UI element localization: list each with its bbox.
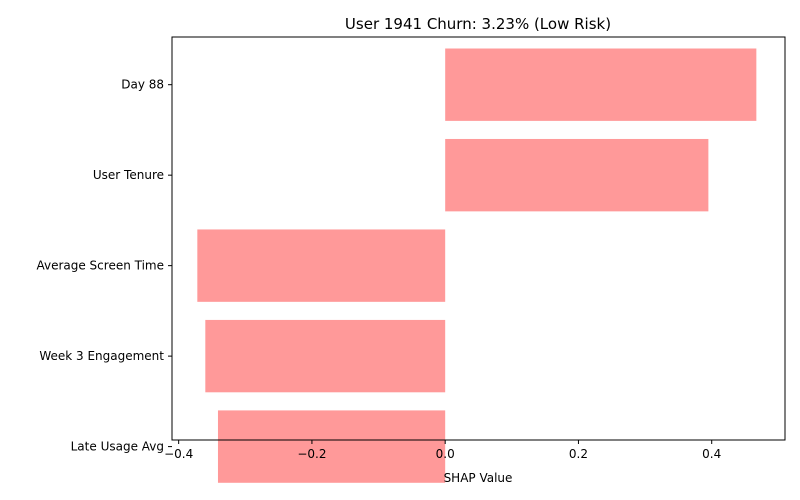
x-tick-label: 0.4 bbox=[702, 447, 721, 461]
y-tick-label: Day 88 bbox=[121, 78, 164, 92]
plot-frame bbox=[171, 36, 786, 441]
y-tick-label: User Tenure bbox=[93, 168, 164, 182]
y-axis: Day 88 User Tenure Average Screen Time Week… bbox=[36, 78, 172, 454]
x-axis: −0.4 −0.2 0.0 0.2 0.4 bbox=[164, 440, 721, 461]
y-tick-label: Average Screen Time bbox=[36, 259, 164, 273]
x-tick-label: −0.4 bbox=[164, 447, 193, 461]
bar-week-3-engagement bbox=[205, 319, 446, 393]
x-tick-label: 0.0 bbox=[436, 447, 455, 461]
x-tick-label: −0.2 bbox=[297, 447, 326, 461]
x-axis-label: SHAP Value bbox=[444, 471, 513, 485]
y-tick-label: Late Usage Avg bbox=[71, 440, 164, 454]
y-tick-label: Week 3 Engagement bbox=[39, 349, 164, 363]
bars bbox=[197, 48, 757, 483]
bar-late-usage-avg bbox=[217, 410, 446, 483]
x-tick-label: 0.2 bbox=[569, 447, 588, 461]
bar-user-tenure bbox=[445, 138, 709, 212]
bar-average-screen-time bbox=[197, 229, 446, 302]
chart-title: User 1941 Churn: 3.23% (Low Risk) bbox=[345, 15, 611, 33]
bar-day-88 bbox=[445, 48, 757, 121]
